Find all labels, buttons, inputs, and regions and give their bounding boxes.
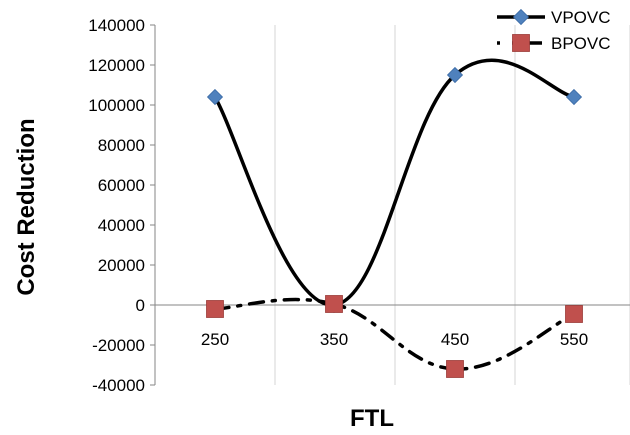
legend: VPOVC BPOVC [497,8,611,53]
series-line-vpovc [213,58,576,307]
x-tick-label: 350 [320,330,348,349]
y-tick-label: 120000 [88,56,145,75]
x-tick-label: 250 [201,330,229,349]
y-tick-label: 80000 [98,136,145,155]
y-tick-label: 60000 [98,176,145,195]
data-point-bpovc [446,360,464,378]
x-axis-title: FTL [350,405,394,432]
y-tick-label: 100000 [88,96,145,115]
y-axis-title: Cost Reduction [13,118,40,295]
data-point-vpovc [206,88,224,106]
y-tick-label: -20000 [92,336,145,355]
data-point-bpovc [325,295,343,313]
series-line-bpovc [213,297,576,371]
y-axis: 140000 120000 100000 80000 60000 40000 20000 0 -… [88,16,156,395]
series-layer [206,58,583,378]
y-tick-label: 40000 [98,216,145,235]
y-tick-label: 0 [136,296,145,315]
legend-label-bpovc: BPOVC [551,34,611,53]
legend-marker-bpovc [512,34,530,52]
y-tick-label: -40000 [92,376,145,395]
y-tick-label: 20000 [98,256,145,275]
data-point-vpovc [565,88,583,106]
x-tick-label: 450 [441,330,469,349]
x-tick-label: 550 [560,330,588,349]
legend-marker-vpovc [512,8,530,26]
data-point-vpovc [446,66,464,84]
y-tick-label: 140000 [88,16,145,35]
legend-label-vpovc: VPOVC [551,8,611,27]
data-point-bpovc [565,305,583,323]
x-axis-tick-labels: 250 350 450 550 [155,304,630,349]
data-point-bpovc [206,300,224,318]
